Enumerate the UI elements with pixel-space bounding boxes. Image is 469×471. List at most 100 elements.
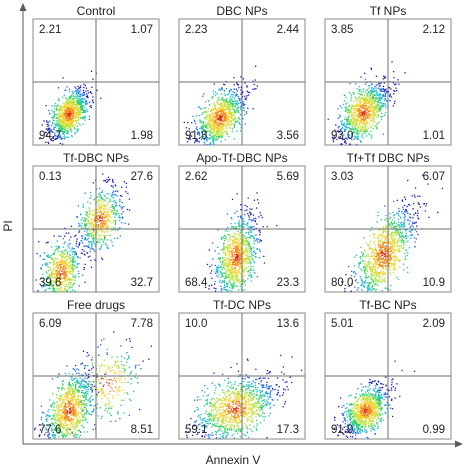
event-dot: [37, 290, 39, 292]
event-dot: [62, 119, 64, 121]
event-dot: [78, 113, 80, 115]
event-dot: [360, 91, 362, 93]
event-dot: [371, 135, 373, 137]
event-dot: [231, 273, 233, 275]
event-dot: [106, 193, 108, 195]
event-dot: [102, 227, 104, 229]
event-dot: [62, 115, 64, 117]
event-dot: [213, 126, 215, 128]
event-dot: [244, 253, 246, 255]
event-dot: [107, 176, 110, 178]
event-dot: [81, 249, 83, 251]
event-dot: [355, 113, 357, 115]
event-dot: [214, 134, 217, 136]
event-dot: [101, 258, 104, 261]
event-dot: [347, 119, 350, 121]
event-dot: [79, 109, 81, 111]
event-dot: [110, 211, 112, 213]
event-dot: [58, 277, 60, 279]
event-dot: [58, 274, 60, 276]
event-dot: [381, 97, 383, 99]
event-dot: [53, 287, 55, 290]
event-dot: [197, 106, 200, 108]
event-dot: [85, 93, 88, 95]
event-dot: [81, 105, 83, 108]
event-dot: [354, 119, 356, 121]
event-dot: [114, 222, 116, 224]
event-dot: [380, 98, 383, 100]
event-dot: [348, 115, 350, 118]
event-dot: [345, 127, 347, 129]
event-dot: [227, 273, 230, 275]
event-dot: [205, 126, 207, 128]
event-dot: [213, 137, 215, 140]
event-dot: [52, 276, 54, 278]
event-dot: [224, 268, 226, 270]
event-dot: [227, 263, 230, 265]
event-dot: [58, 246, 60, 248]
event-dot: [73, 108, 75, 110]
event-dot: [230, 282, 232, 284]
event-dot: [197, 140, 199, 142]
event-dot: [217, 107, 219, 109]
event-dot: [104, 237, 106, 239]
event-dot: [367, 289, 369, 291]
event-dot: [362, 120, 364, 122]
event-dot: [79, 257, 81, 259]
event-dot: [71, 91, 74, 93]
event-dot: [345, 96, 347, 99]
event-dot: [377, 108, 379, 110]
event-dot: [60, 264, 62, 266]
event-dot: [100, 201, 103, 203]
event-dot: [382, 78, 384, 80]
event-dot: [243, 274, 245, 276]
event-dot: [234, 102, 236, 104]
event-dot: [218, 114, 220, 116]
event-dot: [91, 214, 93, 216]
event-dot: [220, 126, 222, 128]
event-dot: [83, 112, 85, 114]
event-dot: [243, 281, 245, 283]
event-dot: [336, 138, 338, 141]
event-dot: [58, 119, 60, 121]
event-dot: [384, 76, 386, 78]
event-dot: [57, 262, 59, 265]
event-dot: [347, 108, 349, 111]
event-dot: [359, 123, 361, 126]
event-dot: [243, 264, 245, 267]
event-dot: [405, 249, 407, 251]
event-dot: [356, 100, 358, 102]
event-dot: [246, 251, 248, 253]
event-dot: [393, 93, 395, 95]
event-dot: [404, 72, 406, 74]
event-dot: [248, 219, 250, 221]
event-dot: [417, 202, 419, 204]
event-dot: [228, 263, 231, 266]
event-dot: [372, 98, 374, 101]
event-dot: [63, 250, 65, 252]
event-dot: [416, 215, 419, 217]
event-dot: [362, 118, 364, 120]
event-dot: [63, 120, 65, 122]
event-dot: [44, 131, 47, 134]
event-dot: [228, 262, 230, 264]
event-dot: [255, 234, 257, 236]
event-dot: [218, 281, 220, 283]
event-dot: [91, 236, 93, 238]
event-dot: [109, 198, 111, 201]
event-dot: [59, 262, 61, 264]
event-dot: [68, 114, 70, 116]
event-dot: [247, 222, 249, 224]
event-dot: [244, 235, 246, 237]
event-dot: [58, 264, 60, 266]
event-dot: [54, 269, 57, 272]
event-dot: [362, 133, 364, 136]
event-dot: [75, 90, 77, 92]
event-dot: [57, 246, 59, 248]
event-dot: [363, 103, 365, 105]
event-dot: [80, 105, 82, 107]
event-dot: [214, 134, 216, 136]
event-dot: [364, 78, 367, 81]
event-dot: [49, 128, 51, 130]
